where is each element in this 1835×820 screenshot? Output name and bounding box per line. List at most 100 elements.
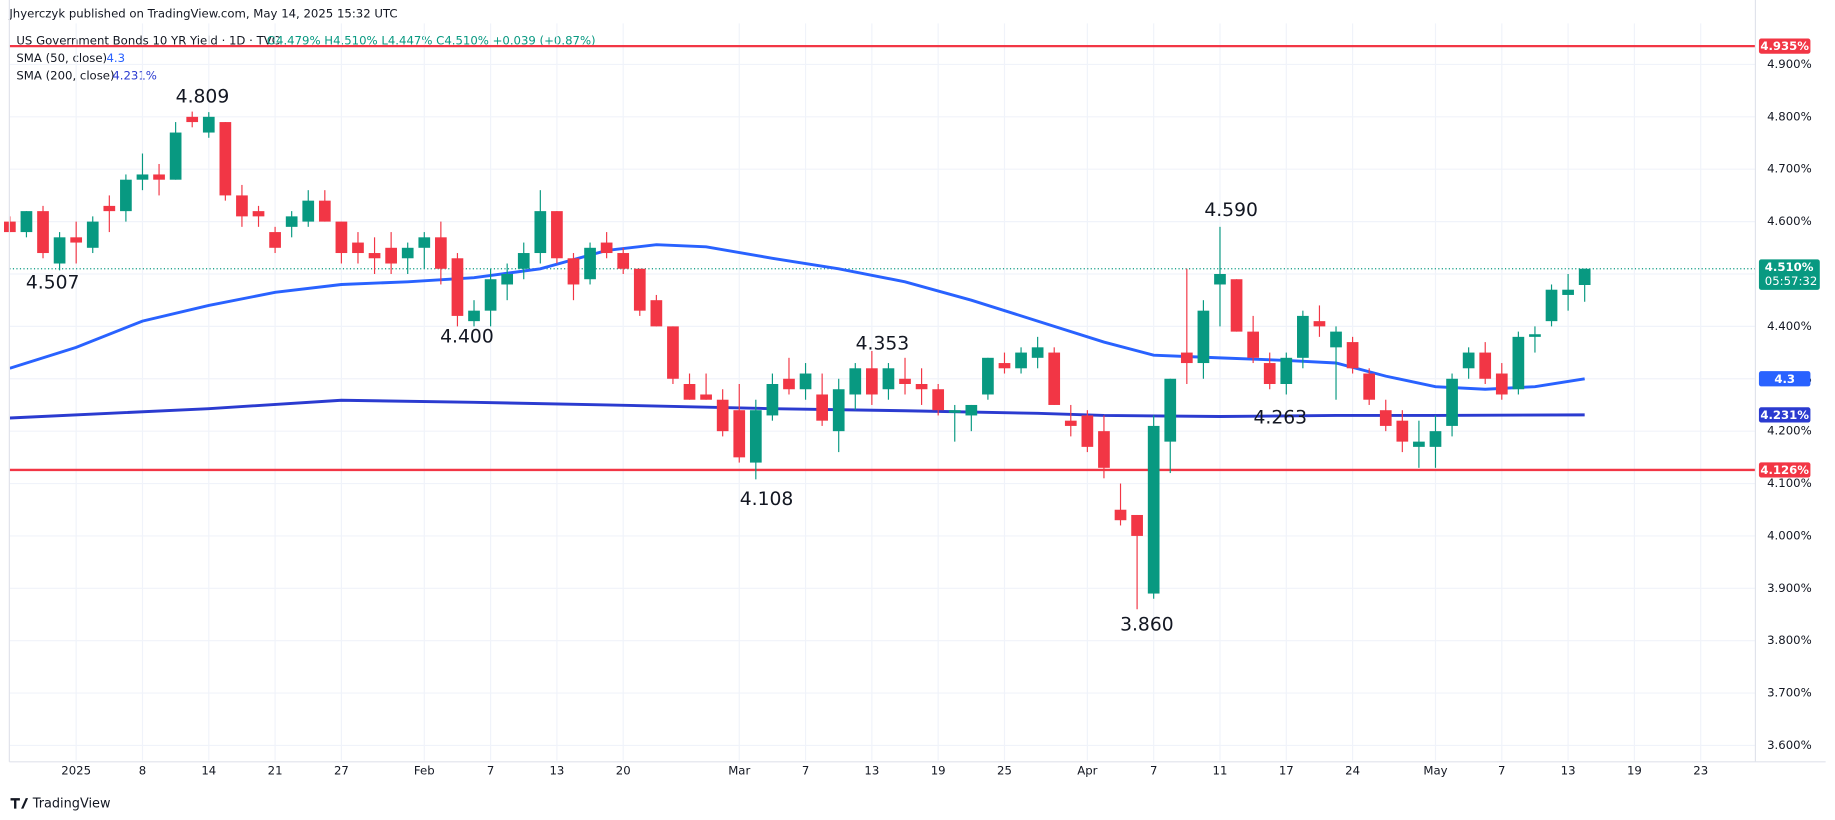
annotation: 4.507 <box>26 273 80 294</box>
candle <box>120 174 132 222</box>
candle-body <box>1479 352 1492 379</box>
candle-body <box>484 279 497 311</box>
candle-body <box>86 221 99 248</box>
candle <box>219 122 232 201</box>
candle-body <box>1297 315 1309 358</box>
candle-body <box>716 399 729 432</box>
candle-body <box>1280 357 1293 385</box>
publisher: Jhyerczyk published on TradingView.com, … <box>8 7 397 21</box>
candle <box>1330 326 1342 400</box>
annotation: 3.860 <box>1120 614 1174 635</box>
candle-body <box>899 378 911 385</box>
candle <box>468 300 480 327</box>
candle-body <box>1081 415 1094 447</box>
candle <box>965 404 978 432</box>
candle-body <box>120 179 132 212</box>
candle-body <box>1346 342 1359 369</box>
x-tick-label: 2025 <box>61 764 91 778</box>
candle <box>368 237 381 274</box>
candle-body <box>1578 268 1591 285</box>
candle-body <box>1313 321 1326 327</box>
annotation: 4.590 <box>1204 200 1258 221</box>
candle <box>948 404 961 442</box>
candle-body <box>1363 373 1376 400</box>
candle-body <box>551 211 563 259</box>
y-tick-label: 4.800% <box>1767 109 1812 123</box>
candle <box>1031 336 1044 369</box>
candle <box>849 363 862 411</box>
candle <box>401 242 414 274</box>
x-tick-label: 25 <box>997 764 1012 778</box>
x-tick-label: 7 <box>487 764 494 778</box>
price-label-box <box>1758 407 1811 423</box>
candle <box>1562 273 1574 311</box>
candle <box>633 268 646 316</box>
y-tick-label: 3.800% <box>1767 633 1812 647</box>
candle <box>202 112 215 138</box>
candle-body <box>700 394 712 400</box>
candle-body <box>1529 334 1541 337</box>
candle <box>1578 268 1591 302</box>
candle <box>517 242 530 280</box>
plot-area <box>4 23 1756 761</box>
candle <box>932 384 945 416</box>
candle <box>749 399 762 480</box>
candle-body <box>219 122 232 196</box>
candle <box>1164 378 1177 474</box>
candle-body <box>1015 352 1027 369</box>
candle-body <box>1064 420 1077 426</box>
price-label-box <box>1758 38 1811 54</box>
candle-body <box>368 253 381 259</box>
candle <box>882 363 895 400</box>
candle-body <box>650 300 663 327</box>
candle <box>915 368 928 405</box>
candle-body <box>302 200 315 222</box>
price-label-box <box>1758 462 1811 478</box>
candle-body <box>965 404 978 416</box>
candle-body <box>915 384 928 390</box>
x-tick-label: 27 <box>334 764 349 778</box>
candle-body <box>236 195 248 217</box>
candle <box>186 111 199 128</box>
candle <box>1313 305 1326 337</box>
candle <box>318 190 331 222</box>
candle-body <box>1131 514 1143 536</box>
x-tick-label: Mar <box>728 764 750 778</box>
candle <box>584 242 596 285</box>
candle <box>1197 300 1210 379</box>
x-tick-label: 19 <box>931 764 946 778</box>
candle-body <box>186 116 199 123</box>
candle-body <box>849 368 862 395</box>
y-tick-label: 3.700% <box>1767 686 1812 700</box>
footer-logo <box>10 798 29 809</box>
candle-body <box>998 363 1011 369</box>
x-tick-label: 23 <box>1693 764 1708 778</box>
candle-body <box>501 273 514 285</box>
candle <box>1462 347 1475 379</box>
candle-body <box>816 394 828 421</box>
candle <box>1114 483 1127 526</box>
price-label: 4.3 <box>1774 372 1795 386</box>
chart-title: US Government Bonds 10 YR Yield · 1D · T… <box>16 33 280 47</box>
candle-body <box>37 211 49 254</box>
candle-body <box>20 211 33 233</box>
sma-line <box>9 398 1585 420</box>
candle-body <box>633 268 646 311</box>
candle <box>1529 326 1541 353</box>
candle-body <box>435 237 447 269</box>
candle <box>269 226 281 254</box>
candle-body <box>1562 289 1574 295</box>
candle-body <box>318 200 331 222</box>
y-tick-label: 3.600% <box>1767 738 1812 752</box>
candle-body <box>153 174 165 180</box>
x-tick-label: Apr <box>1077 764 1097 778</box>
candle <box>1545 284 1558 327</box>
candle-body <box>1247 331 1259 358</box>
candle <box>716 389 729 437</box>
candle-body <box>1197 310 1210 364</box>
candle <box>169 122 182 180</box>
candle-body <box>1114 509 1127 521</box>
candle-body <box>517 253 530 269</box>
candle-body <box>451 258 464 316</box>
candle <box>816 373 828 426</box>
